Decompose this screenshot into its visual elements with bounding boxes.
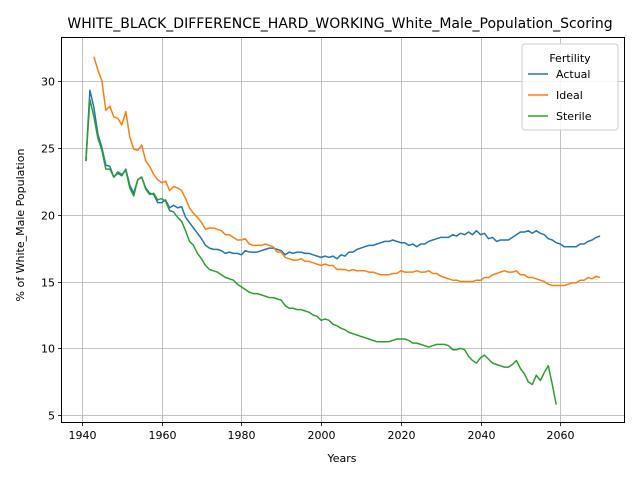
- x-tick-label: 1980: [228, 429, 256, 442]
- y-tick-label: 15: [41, 277, 55, 290]
- legend-label-actual: Actual: [556, 68, 590, 81]
- x-tick-label: 1940: [69, 429, 97, 442]
- x-tick-label: 2040: [468, 429, 496, 442]
- series-line-sterile: [85, 98, 557, 405]
- x-axis-label: Years: [326, 452, 356, 465]
- chart-title: WHITE_BLACK_DIFFERENCE_HARD_WORKING_Whit…: [67, 16, 612, 32]
- x-tick-label: 2000: [308, 429, 336, 442]
- x-tick-label: 2020: [388, 429, 416, 442]
- legend-label-sterile: Sterile: [556, 110, 592, 123]
- y-axis-label: % of White_Male Population: [14, 149, 27, 302]
- x-tick-label: 1960: [149, 429, 177, 442]
- legend-label-ideal: Ideal: [556, 89, 583, 102]
- y-tick-label: 20: [41, 210, 55, 223]
- y-tick-label: 30: [41, 76, 55, 89]
- legend-box: [521, 43, 619, 131]
- y-tick-label: 10: [41, 343, 55, 356]
- axis-ticks: 1940 1960 1980 2000 2020 2040 2060 5 10 15 20 25 30: [41, 76, 575, 443]
- y-tick-label: 5: [48, 410, 55, 423]
- series-lines: [85, 56, 601, 405]
- series-line-ideal: [93, 56, 601, 287]
- y-tick-label: 25: [41, 143, 55, 156]
- legend-items: Actual Ideal Sterile: [528, 68, 592, 123]
- series-line-actual: [85, 89, 601, 260]
- legend: Fertility Actual Ideal Sterile: [521, 43, 619, 131]
- plot-frame: [61, 37, 625, 423]
- x-tick-label: 2060: [547, 429, 575, 442]
- legend-title: Fertility: [549, 52, 591, 65]
